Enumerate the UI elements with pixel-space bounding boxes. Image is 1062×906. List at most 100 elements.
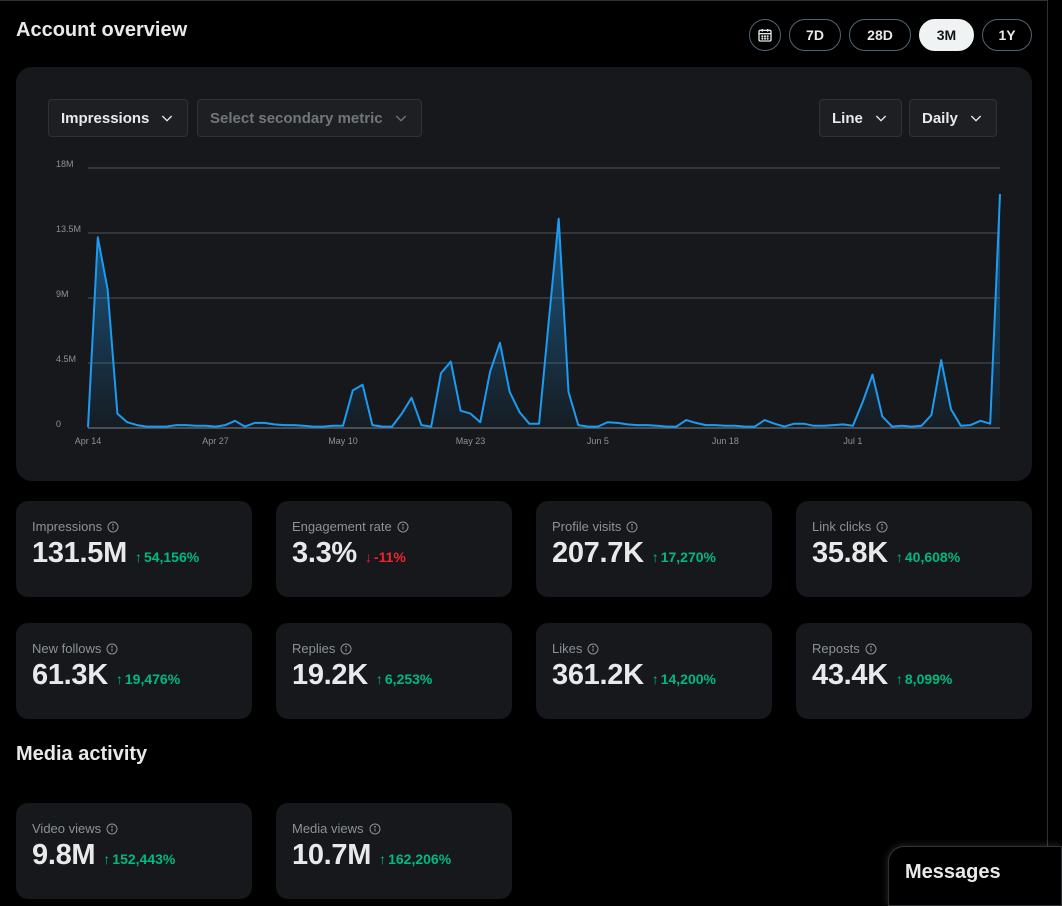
- media-activity-title: Media activity: [16, 743, 148, 765]
- metric-change: ↑ 152,443%: [103, 851, 176, 867]
- metric-value: 19.2K: [292, 659, 368, 691]
- x-tick-label: Apr 14: [75, 436, 102, 446]
- arrow-up-icon: ↑: [375, 671, 383, 687]
- metric-label: Replies: [292, 641, 336, 656]
- arrow-up-icon: ↑: [379, 851, 387, 867]
- metric-value: 361.2K: [552, 659, 644, 691]
- metric-change: ↑ 8,099%: [895, 671, 953, 687]
- metric-change: ↑ 54,156%: [134, 549, 200, 565]
- messages-drawer[interactable]: Messages: [888, 846, 1062, 906]
- metric-card-replies[interactable]: Replies 19.2K ↑ 6,253%: [276, 623, 512, 719]
- metric-value: 9.8M: [32, 839, 96, 871]
- info-icon[interactable]: [876, 521, 888, 533]
- chevron-down-icon: [875, 115, 886, 122]
- arrow-up-icon: ↑: [651, 549, 659, 565]
- metric-label: Media views: [292, 821, 364, 836]
- metric-card-video-views[interactable]: Video views 9.8M ↑ 152,443%: [16, 803, 252, 899]
- metric-value: 207.7K: [552, 537, 644, 569]
- x-tick-label: May 10: [328, 436, 358, 446]
- arrow-up-icon: ↑: [895, 671, 903, 687]
- info-icon[interactable]: [369, 823, 381, 835]
- arrow-up-icon: ↑: [651, 671, 659, 687]
- metric-change: ↑ 14,200%: [651, 671, 716, 687]
- chart-type-dropdown[interactable]: Line: [819, 99, 902, 137]
- chevron-down-icon: [162, 115, 173, 122]
- metric-value: 35.8K: [812, 537, 888, 569]
- arrow-up-icon: ↑: [103, 851, 111, 867]
- metric-change: ↑ 40,608%: [895, 549, 961, 565]
- metric-label: Video views: [32, 821, 102, 836]
- metric-value: 131.5M: [32, 537, 127, 569]
- y-tick-label: 4.5M: [56, 354, 76, 364]
- range-7d-button[interactable]: 7D: [789, 19, 841, 51]
- metric-value: 61.3K: [32, 659, 108, 691]
- metric-change: ↓ -11%: [364, 549, 406, 565]
- info-icon[interactable]: [107, 521, 119, 533]
- primary-metric-label: Impressions: [61, 109, 150, 127]
- info-icon[interactable]: [340, 643, 352, 655]
- page-title: Account overview: [16, 19, 188, 41]
- metric-card-media-views[interactable]: Media views 10.7M ↑ 162,206%: [276, 803, 512, 899]
- metric-label: Likes: [552, 641, 583, 656]
- chart-type-label: Line: [832, 109, 863, 127]
- metric-value: 10.7M: [292, 839, 372, 871]
- metric-label: Profile visits: [552, 519, 622, 534]
- range-1y-button[interactable]: 1Y: [982, 19, 1032, 51]
- metric-change: ↑ 19,476%: [115, 671, 181, 687]
- calendar-icon: [758, 29, 772, 42]
- y-tick-label: 13.5M: [56, 224, 81, 234]
- y-tick-label: 0: [56, 419, 61, 429]
- metric-card-likes[interactable]: Likes 361.2K ↑ 14,200%: [536, 623, 772, 719]
- impressions-area: [88, 194, 1000, 428]
- info-icon[interactable]: [865, 643, 877, 655]
- metric-change: ↑ 162,206%: [379, 851, 452, 867]
- arrow-up-icon: ↑: [115, 671, 123, 687]
- x-tick-label: May 23: [456, 436, 486, 446]
- impressions-series-line[interactable]: [87, 193, 1001, 428]
- impressions-line-chart[interactable]: 0 4.5M 9M 13.5M 18M Apr 14 Apr 27 May 10 May 23…: [16, 147, 1032, 447]
- metric-label: Impressions: [32, 519, 103, 534]
- interval-dropdown[interactable]: Daily: [909, 99, 997, 137]
- chevron-down-icon: [395, 115, 406, 122]
- info-icon[interactable]: [626, 521, 638, 533]
- secondary-metric-placeholder: Select secondary metric: [210, 109, 383, 127]
- metric-card-impressions[interactable]: Impressions 131.5M ↑ 54,156%: [16, 501, 252, 597]
- arrow-down-icon: ↓: [364, 549, 372, 565]
- y-tick-label: 9M: [56, 289, 69, 299]
- metric-label: Link clicks: [812, 519, 872, 534]
- info-icon[interactable]: [106, 643, 118, 655]
- metric-change: ↑ 6,253%: [375, 671, 433, 687]
- calendar-button[interactable]: [749, 19, 781, 51]
- metric-card-profile-visits[interactable]: Profile visits 207.7K ↑ 17,270%: [536, 501, 772, 597]
- range-3m-button[interactable]: 3M: [919, 19, 974, 51]
- info-icon[interactable]: [397, 521, 409, 533]
- metric-card-reposts[interactable]: Reposts 43.4K ↑ 8,099%: [796, 623, 1032, 719]
- metric-card-engagement-rate[interactable]: Engagement rate 3.3% ↓ -11%: [276, 501, 512, 597]
- x-tick-label: Jun 18: [712, 436, 739, 446]
- info-icon[interactable]: [587, 643, 599, 655]
- metric-value: 43.4K: [812, 659, 888, 691]
- arrow-up-icon: ↑: [895, 549, 903, 565]
- date-range-selector: 7D 28D 3M 1Y: [749, 19, 1032, 51]
- metric-value: 3.3%: [292, 537, 357, 569]
- metric-card-new-follows[interactable]: New follows 61.3K ↑ 19,476%: [16, 623, 252, 719]
- metric-card-link-clicks[interactable]: Link clicks 35.8K ↑ 40,608%: [796, 501, 1032, 597]
- x-tick-label: Jul 1: [843, 436, 862, 446]
- y-tick-label: 18M: [56, 159, 74, 169]
- range-28d-button[interactable]: 28D: [849, 19, 911, 51]
- metric-label: Reposts: [812, 641, 860, 656]
- arrow-up-icon: ↑: [134, 549, 142, 565]
- secondary-metric-dropdown[interactable]: Select secondary metric: [197, 99, 422, 137]
- metric-label: Engagement rate: [292, 519, 392, 534]
- metric-label: New follows: [32, 641, 102, 656]
- top-divider: [0, 0, 1047, 1]
- info-icon[interactable]: [106, 823, 118, 835]
- chevron-down-icon: [970, 115, 981, 122]
- x-tick-label: Apr 27: [202, 436, 229, 446]
- x-tick-label: Jun 5: [587, 436, 609, 446]
- metric-change: ↑ 17,270%: [651, 549, 716, 565]
- column-divider: [1047, 0, 1048, 896]
- primary-metric-dropdown[interactable]: Impressions: [48, 99, 189, 137]
- impressions-chart-card: Impressions Select secondary metric Line…: [16, 67, 1032, 481]
- interval-label: Daily: [922, 109, 958, 127]
